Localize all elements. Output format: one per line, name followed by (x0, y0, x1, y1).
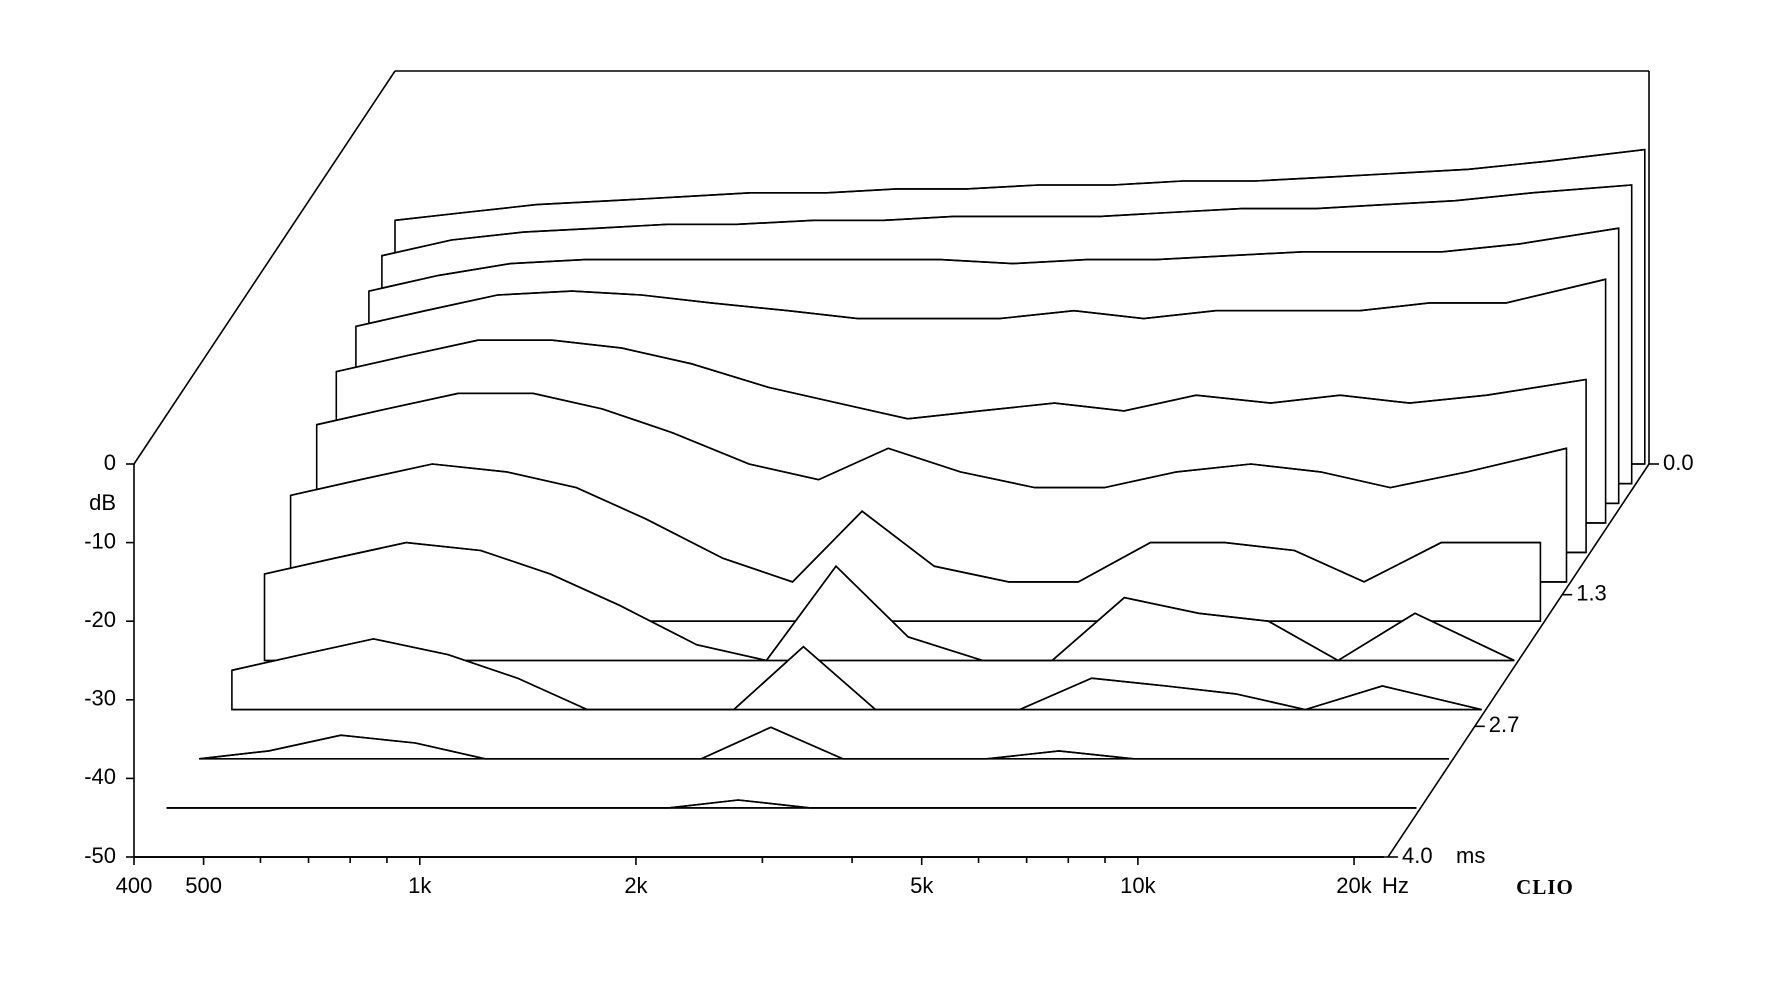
z-tick-label: 2.7 (1489, 712, 1520, 737)
y-tick-label: -20 (84, 607, 116, 632)
y-tick-label: -50 (84, 843, 116, 868)
slice-curve (316, 392, 1567, 489)
y-tick-label: -10 (84, 528, 116, 553)
x-tick-label: 400 (116, 873, 153, 898)
slice-curve (336, 339, 1587, 420)
slice-curve (290, 463, 1541, 583)
y-tick-label: -40 (84, 764, 116, 789)
slice-curve (381, 184, 1632, 257)
frame-edge (133, 70, 396, 465)
x-tick-label: 500 (185, 873, 222, 898)
x-tick-label: 5k (910, 873, 934, 898)
z-tick-label: 4.0 (1402, 843, 1433, 868)
y-axis-label: dB (89, 490, 116, 515)
y-tick-label: 0 (104, 450, 116, 475)
x-unit: Hz (1382, 873, 1409, 898)
slice-curve (199, 726, 1449, 760)
slice-curve (231, 638, 1482, 711)
z-unit: ms (1456, 843, 1485, 868)
x-tick-label: 2k (624, 873, 648, 898)
y-tick-label: -30 (84, 686, 116, 711)
z-tick-label: 1.3 (1576, 580, 1607, 605)
x-tick-label: 20k (1336, 873, 1372, 898)
slice-curve (394, 148, 1645, 222)
x-tick-label: 1k (408, 873, 432, 898)
x-tick-label: 10k (1120, 873, 1156, 898)
axes: 0 -10 -20 -30 -40 -50 dB 400 500 1k 2k 5k 10k 20k Hz 0.… (84, 450, 1693, 899)
slice-curve (368, 227, 1619, 292)
slices (134, 148, 1646, 858)
brand-label: CLIO (1516, 875, 1574, 899)
slice-curve (166, 799, 1417, 809)
z-axis-line (1387, 463, 1650, 858)
slice-curve (355, 278, 1606, 328)
z-tick-label: 0.0 (1663, 450, 1694, 475)
slice-curve (264, 541, 1515, 662)
